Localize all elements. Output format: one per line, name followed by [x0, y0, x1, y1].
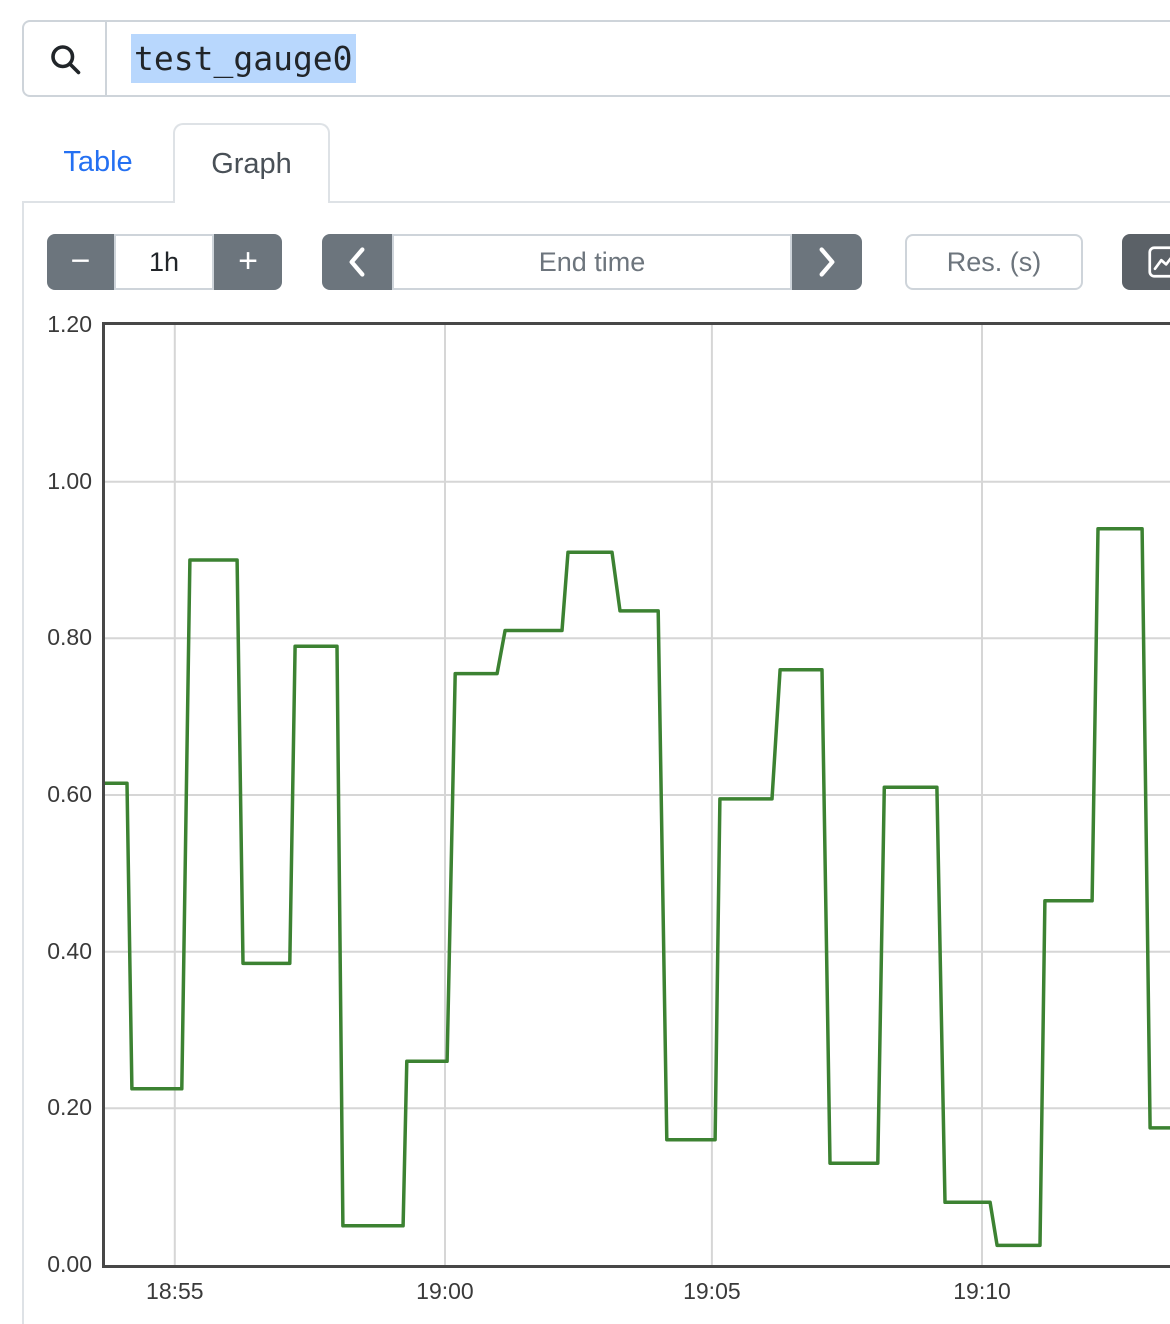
- series-line: [105, 526, 1170, 1248]
- tab-graph[interactable]: Graph: [173, 123, 330, 203]
- end-time-input[interactable]: [392, 234, 792, 290]
- decrease-duration-button[interactable]: −: [47, 234, 114, 290]
- duration-input[interactable]: [114, 234, 214, 290]
- resolution-input[interactable]: [905, 234, 1083, 290]
- line-chart-icon: [1148, 246, 1170, 278]
- y-tick-label: 0.80: [47, 624, 92, 651]
- chevron-left-icon: [349, 247, 365, 277]
- chart-plot-area[interactable]: [102, 322, 1170, 1268]
- y-tick-label: 0.40: [47, 937, 92, 964]
- y-tick-label: 0.00: [47, 1251, 92, 1277]
- expression-input[interactable]: test_gauge0: [107, 22, 1170, 95]
- stacked-chart-button[interactable]: [1122, 234, 1170, 290]
- end-time-control-group: [322, 234, 862, 290]
- end-time-forward-button[interactable]: [792, 234, 862, 290]
- y-tick-label: 1.20: [47, 311, 92, 337]
- search-icon: [50, 44, 80, 74]
- tab-table[interactable]: Table: [63, 145, 133, 178]
- y-tick-label: 0.20: [47, 1094, 92, 1121]
- end-time-back-button[interactable]: [322, 234, 392, 290]
- duration-control-group: − +: [47, 234, 282, 290]
- x-tick-label: 19:00: [416, 1278, 474, 1304]
- expression-selected-text: test_gauge0: [131, 34, 356, 83]
- increase-duration-button[interactable]: +: [214, 234, 282, 290]
- y-tick-label: 0.60: [47, 781, 92, 807]
- chevron-right-icon: [819, 247, 835, 277]
- x-tick-label: 19:10: [953, 1278, 1011, 1304]
- x-tick-label: 19:05: [683, 1278, 741, 1304]
- y-tick-label: 1.00: [47, 467, 92, 494]
- chart-svg: [105, 325, 1170, 1265]
- expression-search-bar: test_gauge0: [22, 20, 1170, 97]
- x-tick-label: 18:55: [146, 1278, 204, 1304]
- search-icon-box: [24, 22, 107, 95]
